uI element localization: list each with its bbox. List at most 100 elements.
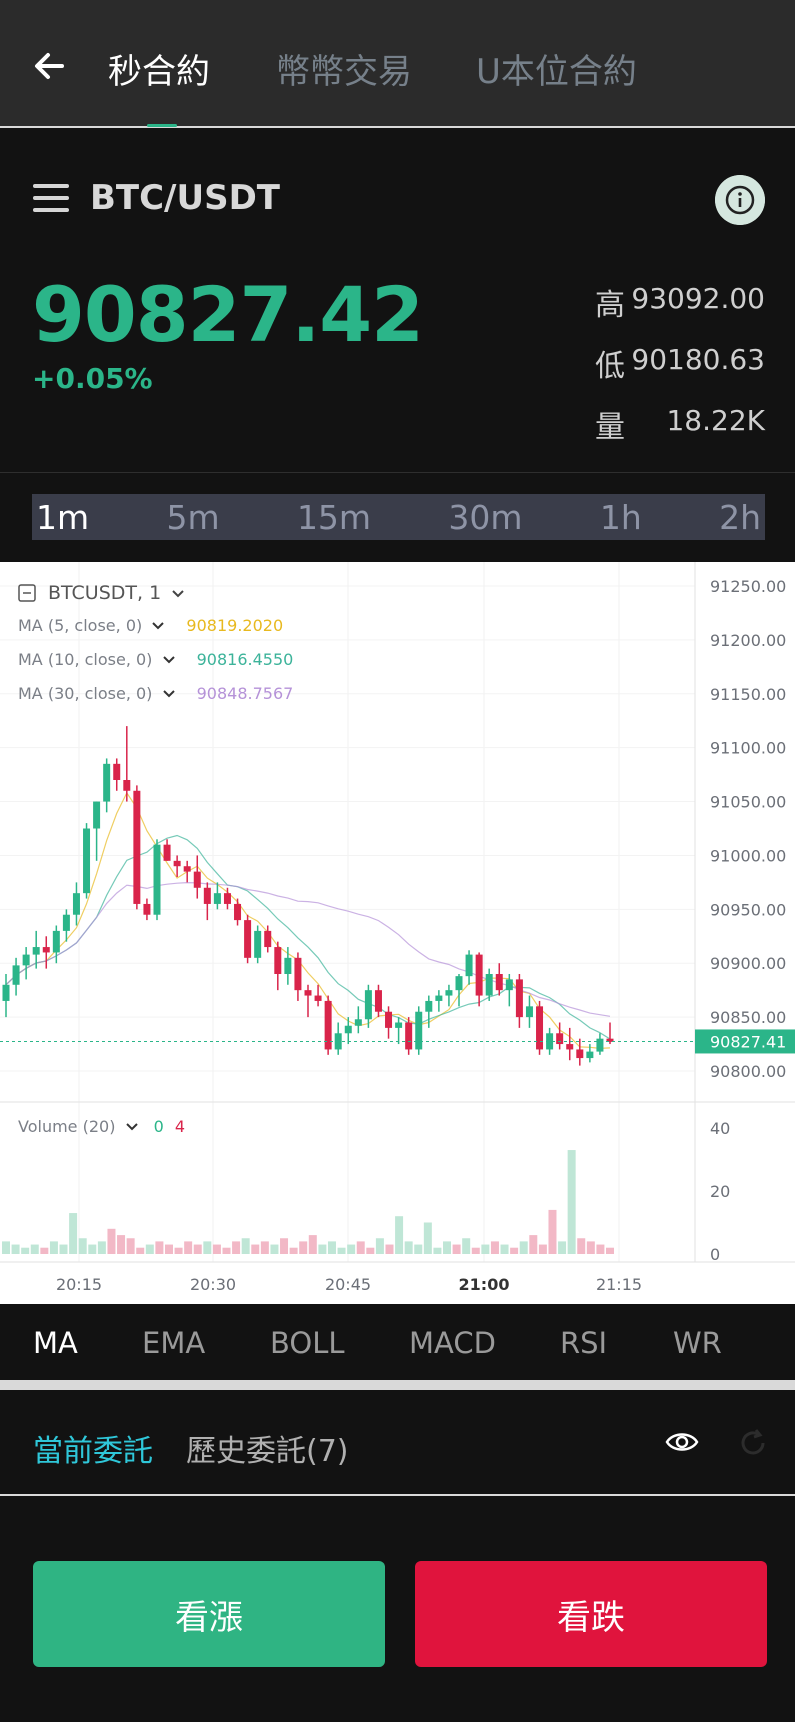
candle [385,1011,393,1028]
tab-current-orders[interactable]: 當前委託 [33,1434,153,1469]
low-label: 低 [595,349,625,384]
volume-bar [270,1244,279,1254]
volume-bar [155,1241,164,1254]
volume-bar [395,1216,404,1254]
candle [264,930,272,948]
volume-tick-label: 40 [710,1119,730,1138]
menu-icon[interactable] [33,184,69,214]
refresh-icon[interactable] [738,1428,768,1458]
interval-5m[interactable]: 5m [166,497,220,537]
indicator-ema[interactable]: EMA [142,1326,206,1360]
candle [294,957,302,991]
candle [596,1038,604,1052]
volume-bar [117,1235,126,1254]
collapse-icon[interactable] [18,584,36,602]
interval-1m[interactable]: 1m [36,497,90,537]
pair-name[interactable]: BTC/USDT [90,178,280,218]
candle [505,979,513,991]
indicator-macd[interactable]: MACD [409,1326,496,1360]
x-tick-label: 21:00 [459,1275,510,1294]
tab-usdt-futures[interactable]: U本位合約 [476,52,637,92]
high-label: 高 [595,288,625,323]
volume-bar [385,1244,394,1254]
candle [576,1049,584,1059]
price-chart[interactable]: 91250.00 91200.00 91150.00 91100.00 91050.00… [0,562,795,1304]
ma5-label[interactable]: MA (5, close, 0) [18,616,143,635]
ma30-value: 90848.7567 [196,684,294,703]
indicator-ma[interactable]: MA [33,1326,78,1360]
interval-30m[interactable]: 30m [448,497,523,537]
volume-bar [308,1235,317,1254]
volume-bar [529,1235,538,1254]
chevron-down-icon[interactable] [151,621,165,631]
candle [193,871,201,888]
chevron-down-icon[interactable] [171,589,185,599]
volume-bar [443,1241,452,1254]
back-arrow-icon[interactable] [30,46,70,86]
x-tick-label: 20:45 [325,1275,371,1294]
ma10-value: 90816.4550 [196,650,294,669]
symbol-label[interactable]: BTCUSDT, 1 [48,582,162,604]
chevron-down-icon[interactable] [162,689,176,699]
volume-bar [462,1238,471,1254]
candle [515,979,523,1018]
chevron-down-icon[interactable] [162,655,176,665]
candle [485,974,493,996]
volume-bar [174,1247,183,1254]
candle [254,930,262,958]
candle [395,1022,403,1028]
candle [465,954,473,977]
volume-bar [145,1244,154,1254]
volume-bar [433,1247,442,1254]
y-tick-label: 91100.00 [710,739,786,758]
interval-1h[interactable]: 1h [599,497,642,537]
indicator-boll[interactable]: BOLL [270,1326,345,1360]
candle [234,903,242,921]
candle [133,790,141,904]
chevron-down-icon[interactable] [125,1122,139,1132]
info-icon[interactable] [715,175,765,225]
candlestick-chart-svg[interactable]: 91250.00 91200.00 91150.00 91100.00 91050.00… [0,562,795,1304]
volume-value: 18.22K [666,404,765,437]
indicator-wr[interactable]: WR [673,1326,722,1360]
tab-spot-trading[interactable]: 幣幣交易 [276,52,412,92]
candle [546,1033,554,1050]
interval-15m[interactable]: 15m [296,497,372,537]
volume-bar [280,1238,289,1254]
volume-bar [241,1238,250,1254]
volume-bar [2,1241,10,1254]
volume-bar [577,1238,586,1254]
price-change: +0.05% [32,362,153,395]
y-tick-label: 91000.00 [710,846,786,865]
eye-icon[interactable] [665,1430,699,1454]
volume-stat-up: 0 [153,1117,164,1136]
ma10-label[interactable]: MA (10, close, 0) [18,650,153,669]
y-tick-label: 91150.00 [710,685,786,704]
volume-bar [289,1247,298,1254]
candle [2,984,10,1001]
buy-up-button[interactable]: 看漲 [33,1561,385,1667]
candle [445,990,453,996]
candle [324,1000,332,1050]
volume-indicator-label[interactable]: Volume (20) [18,1117,116,1136]
orders-bar: 當前委託 歷史委託(7) [0,1390,795,1496]
tab-second-contract[interactable]: 秒合約 [108,52,210,92]
indicator-rsi[interactable]: RSI [560,1326,608,1360]
interval-2h[interactable]: 2h [719,497,761,537]
y-tick-label: 91200.00 [710,631,786,650]
candle [153,844,161,915]
candle [223,893,231,904]
volume-tick-label: 0 [710,1245,720,1264]
tab-order-history[interactable]: 歷史委託(7) [186,1434,349,1469]
y-tick-label: 90800.00 [710,1062,786,1081]
volume-bar [606,1247,614,1254]
candle [425,1000,433,1012]
top-nav: 秒合約 幣幣交易 U本位合約 [0,0,795,128]
candle [103,763,111,802]
pair-header [0,130,795,470]
volume-bar [251,1244,260,1254]
last-price: 90827.42 [32,270,424,359]
volume-bar [558,1241,567,1254]
ma30-label[interactable]: MA (30, close, 0) [18,684,153,703]
buy-down-button[interactable]: 看跌 [415,1561,767,1667]
